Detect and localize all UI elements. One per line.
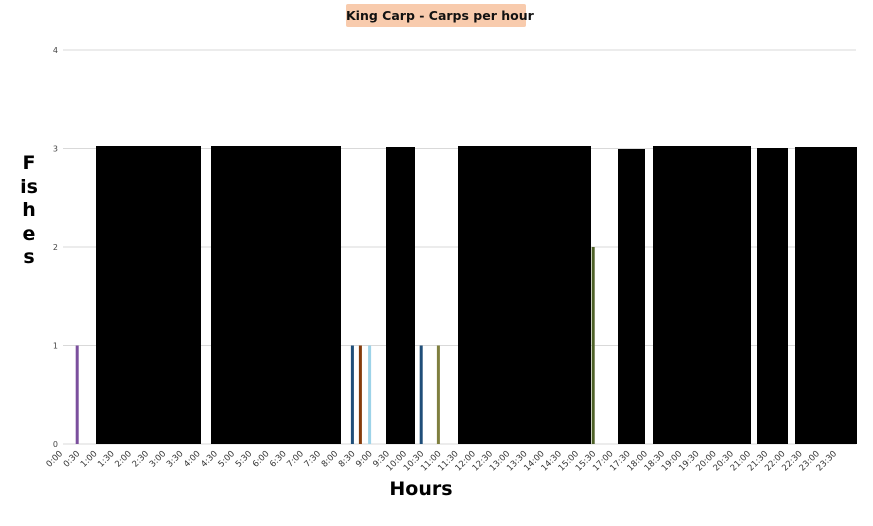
bar xyxy=(419,345,423,444)
x-tick-label: 3:00 xyxy=(148,449,169,470)
x-tick-label: 0:30 xyxy=(62,449,83,470)
x-tick-label: 0:00 xyxy=(45,449,66,470)
bar xyxy=(350,345,354,444)
redaction-block xyxy=(618,149,645,444)
redaction-block xyxy=(386,147,415,444)
redaction-block xyxy=(96,146,201,444)
x-tick-labels: 0:000:301:001:302:002:303:003:304:004:30… xyxy=(45,449,840,473)
x-tick-label: 7:30 xyxy=(303,449,324,470)
redaction-block xyxy=(653,146,751,444)
x-tick-label: 8:00 xyxy=(320,449,341,470)
bar xyxy=(75,345,79,444)
redaction-block xyxy=(211,146,341,444)
y-tick-label: 2 xyxy=(53,243,58,252)
y-tick-label: 3 xyxy=(53,145,58,154)
x-tick-label: 2:30 xyxy=(131,449,152,470)
x-tick-label: 8:30 xyxy=(337,449,358,470)
chart-title: King Carp - Carps per hour xyxy=(346,4,534,27)
x-tick-label: 9:00 xyxy=(354,449,375,470)
y-tick-label: 4 xyxy=(53,46,58,55)
x-tick-label: 1:30 xyxy=(96,449,117,470)
y-tick-label: 1 xyxy=(53,342,58,351)
x-tick-label: 5:00 xyxy=(217,449,238,470)
x-tick-label: 5:30 xyxy=(234,449,255,470)
bar xyxy=(436,345,440,444)
x-axis-label: Hours xyxy=(389,478,453,500)
bar xyxy=(591,247,595,444)
bar xyxy=(358,345,362,444)
y-axis-label: Fishes xyxy=(20,152,38,268)
x-tick-label: 6:30 xyxy=(268,449,289,470)
x-tick-label: 4:30 xyxy=(199,449,220,470)
redaction-blocks xyxy=(96,146,857,444)
y-tick-label: 0 xyxy=(53,440,58,449)
redaction-block xyxy=(795,147,857,444)
y-tick-labels: 0 1 2 3 4 xyxy=(53,46,58,449)
redaction-block xyxy=(757,148,788,444)
redaction-block xyxy=(458,146,591,444)
x-tick-label: 7:00 xyxy=(285,449,306,470)
bar xyxy=(368,345,372,444)
x-tick-label: 2:00 xyxy=(113,449,134,470)
x-tick-label: 1:00 xyxy=(79,449,100,470)
x-tick-label: 4:00 xyxy=(182,449,203,470)
x-tick-label: 3:30 xyxy=(165,449,186,470)
x-tick-label: 6:00 xyxy=(251,449,272,470)
